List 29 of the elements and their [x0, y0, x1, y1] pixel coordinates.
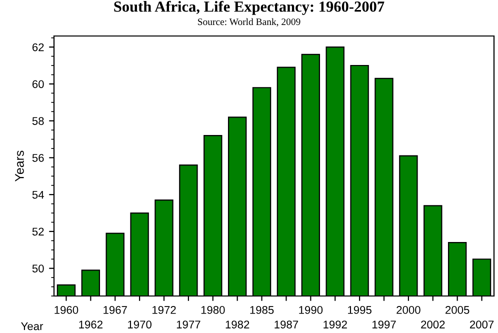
x-tick-label: 1997 — [372, 320, 396, 328]
x-tick-label: 1995 — [348, 306, 372, 314]
x-tick-label: 1980 — [201, 306, 225, 314]
y-tick-label: 50 — [32, 264, 44, 272]
x-tick-label: 1992 — [324, 320, 347, 328]
x-tick-label: 1982 — [226, 320, 250, 328]
y-axis-title: Years — [15, 150, 24, 182]
x-tick-label: 2000 — [396, 306, 420, 314]
x-axis-title: Year — [21, 322, 44, 330]
y-tick-label: 54 — [32, 190, 44, 199]
x-tick-label: 1967 — [104, 306, 127, 314]
y-tick-label: 58 — [32, 117, 44, 125]
x-tick-label: 2005 — [446, 306, 470, 314]
x-tick-label: 1977 — [176, 320, 200, 328]
y-tick-label: 60 — [32, 80, 44, 88]
y-tick-label: 56 — [32, 154, 44, 162]
x-tick-label: 1990 — [299, 306, 323, 314]
chart-subtitle: Source: World Bank, 2009 — [198, 18, 300, 26]
x-tick-label: 1960 — [54, 306, 78, 314]
x-tick-label: 2002 — [421, 320, 445, 328]
x-tick-label: 1987 — [274, 320, 298, 328]
chart-title: South Africa, Life Expectancy: 1960-2007 — [114, 0, 384, 15]
y-tick-label: 62 — [32, 43, 44, 52]
y-tick-label: 52 — [32, 228, 44, 236]
x-tick-label: 1985 — [250, 306, 274, 314]
x-tick-label: 1970 — [128, 320, 152, 328]
x-tick-label: 2007 — [470, 320, 494, 328]
x-tick-label: 1972 — [152, 306, 176, 314]
x-tick-label: 1962 — [79, 320, 102, 328]
